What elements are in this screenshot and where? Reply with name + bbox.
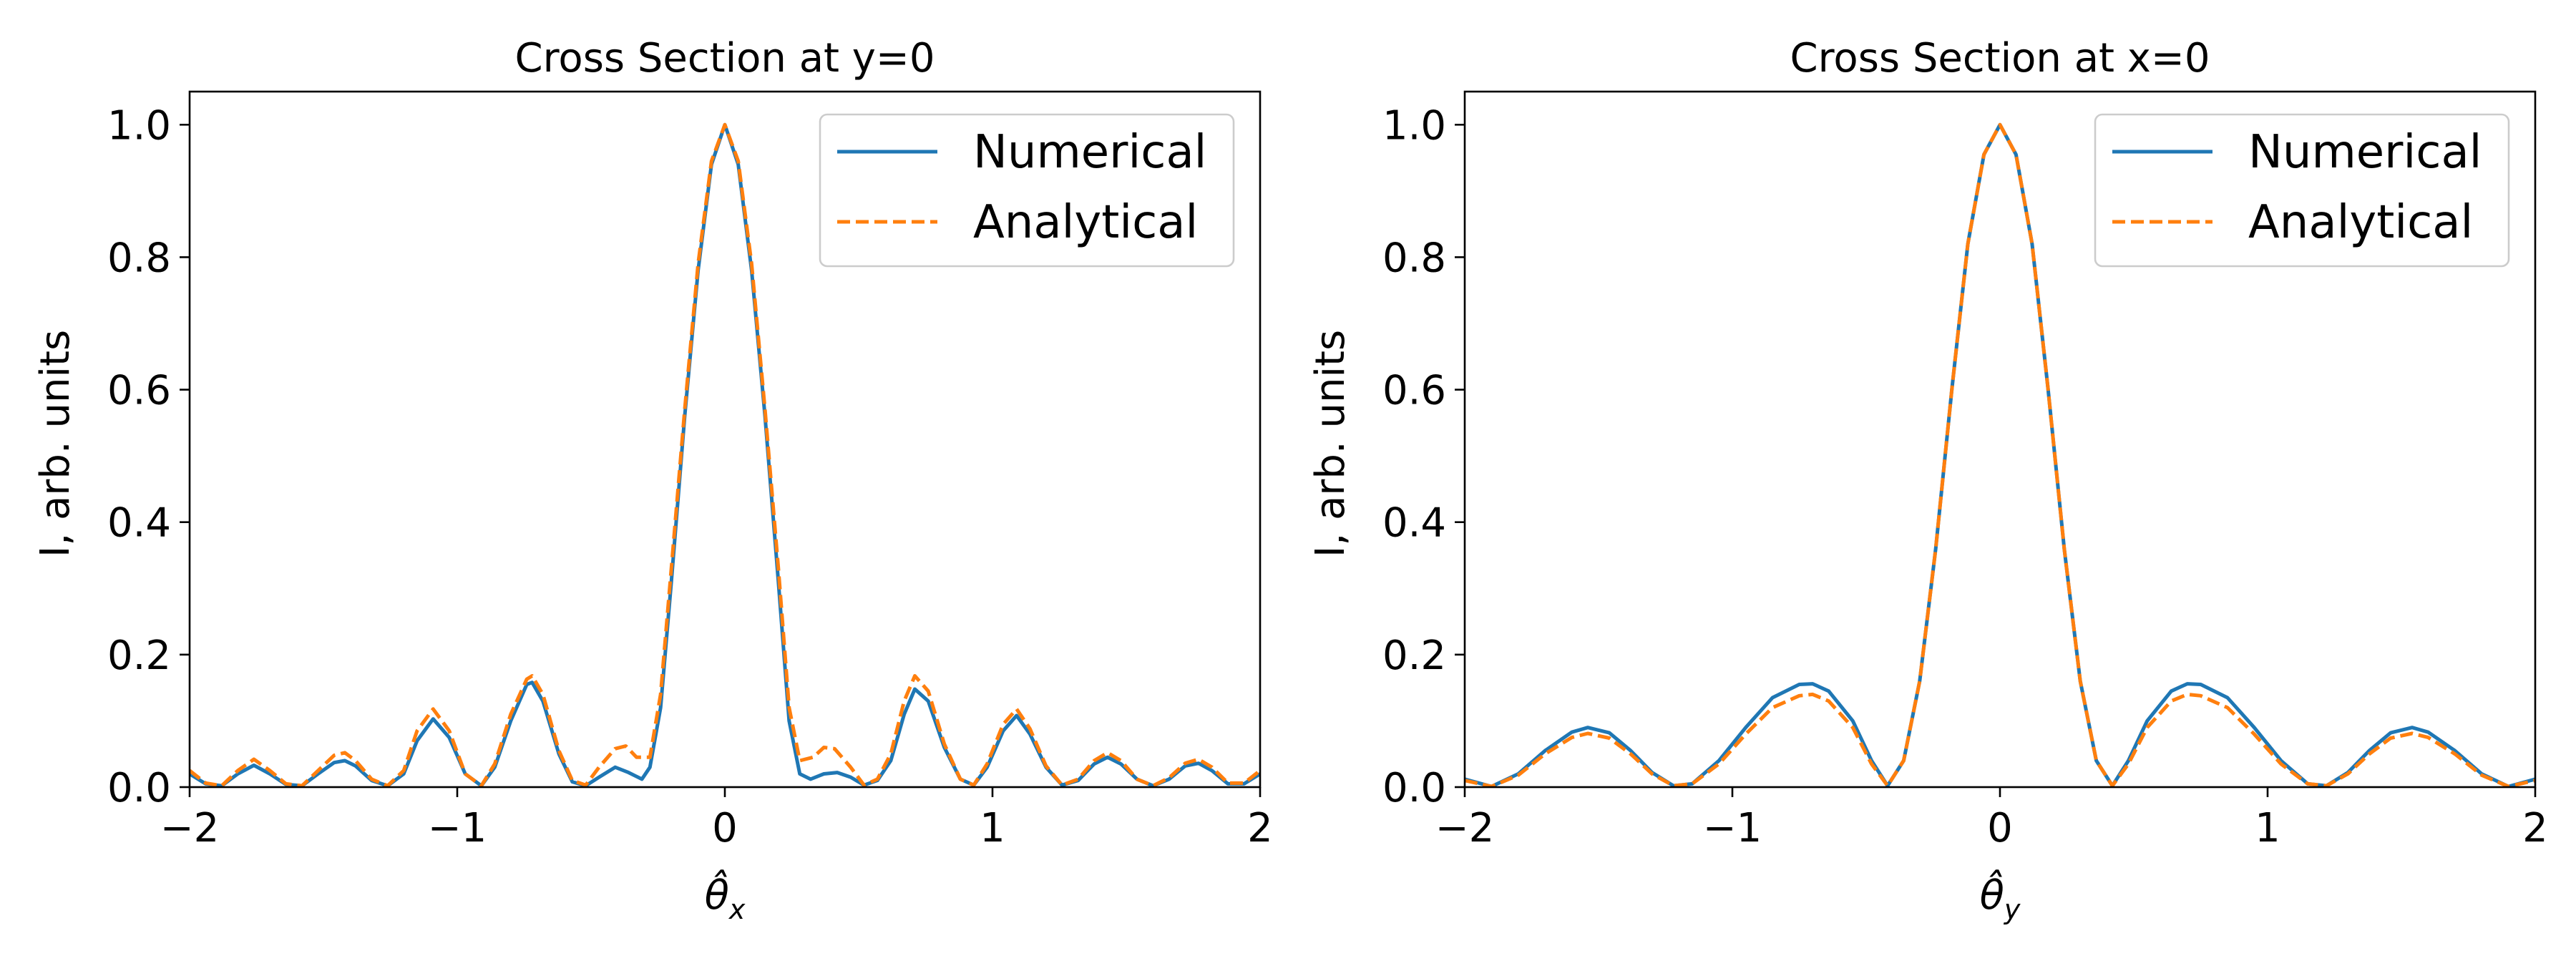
x-tick-label: −2 (160, 805, 220, 852)
axis-ticks: −2 −1 0 1 2 0.0 0.2 0.4 0.6 0.8 1.0 (107, 102, 1273, 852)
x-axis-label-symbol: θ̂ (705, 870, 729, 919)
legend-label-numerical: Numerical (2248, 126, 2482, 179)
series-line-analytical (1465, 122, 2535, 787)
y-axis-label: I, arb. units (32, 330, 79, 557)
chart-title: Cross Section at x=0 (1790, 35, 2210, 82)
axis-ticks: −2 −1 0 1 2 0.0 0.2 0.4 0.6 0.8 1.0 (1382, 102, 2548, 852)
x-tick-label: 0 (1987, 805, 2013, 852)
y-tick-label: 0.0 (107, 765, 171, 811)
x-axis-label-subscript: y (2004, 894, 2021, 925)
series-line-analytical (190, 122, 1260, 787)
plot-area (190, 122, 1260, 787)
y-axis-label: I, arb. units (1307, 330, 1354, 557)
y-tick-label: 0.8 (107, 235, 171, 281)
x-tick-label: −1 (1703, 805, 1762, 852)
y-tick-label: 0.6 (1382, 368, 1446, 414)
x-tick-label: 1 (2255, 805, 2280, 852)
x-axis-label: θ̂x (705, 870, 746, 925)
y-tick-label: 1.0 (1382, 102, 1446, 149)
y-tick-label: 0.2 (107, 633, 171, 679)
legend-label-numerical: Numerical (973, 126, 1206, 179)
x-tick-label: 2 (2522, 805, 2548, 852)
plot-area (1465, 122, 2535, 787)
chart-panel-left: Cross Section at y=0 −2 −1 0 1 2 0.0 0.2 0.4 0.6… (32, 35, 1273, 925)
x-tick-label: 0 (712, 805, 738, 852)
x-tick-label: −2 (1435, 805, 1495, 852)
legend: Numerical Analytical (819, 113, 1235, 268)
legend-label-analytical: Analytical (2248, 196, 2473, 249)
y-tick-label: 0.4 (107, 500, 171, 547)
x-tick-label: 1 (980, 805, 1005, 852)
chart-panel-right: Cross Section at x=0 −2 −1 0 1 2 0.0 0.2 0.4 0.6… (1307, 35, 2548, 925)
x-axis-label-subscript: x (728, 894, 746, 925)
x-axis-label-symbol: θ̂ (1980, 870, 2004, 919)
y-tick-label: 0.0 (1382, 765, 1446, 811)
legend-label-analytical: Analytical (973, 196, 1198, 249)
x-axis-label: θ̂y (1980, 870, 2021, 925)
y-tick-label: 1.0 (107, 102, 171, 149)
chart-title: Cross Section at y=0 (515, 35, 935, 82)
y-tick-label: 0.8 (1382, 235, 1446, 281)
legend: Numerical Analytical (2094, 113, 2510, 268)
x-tick-label: −1 (428, 805, 487, 852)
y-tick-label: 0.6 (107, 368, 171, 414)
y-tick-label: 0.4 (1382, 500, 1446, 547)
y-tick-label: 0.2 (1382, 633, 1446, 679)
x-tick-label: 2 (1247, 805, 1273, 852)
